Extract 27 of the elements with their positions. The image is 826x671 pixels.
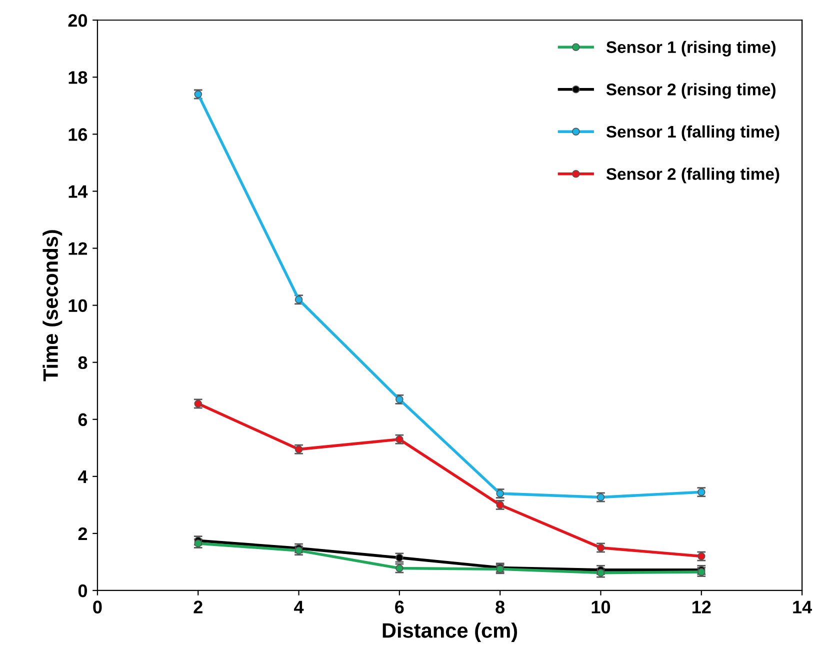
y-tick-label: 18 (68, 71, 88, 84)
y-tick-label: 8 (78, 356, 88, 370)
point (396, 554, 404, 562)
point (396, 564, 404, 572)
x-tick-label: 12 (692, 600, 711, 614)
x-axis-title: Distance (cm) (382, 622, 518, 642)
x-tick-label: 2 (194, 600, 202, 614)
legend-label: Sensor 2 (rising time) (606, 83, 776, 99)
y-tick-label: 12 (68, 242, 88, 255)
legend-label: Sensor 2 (falling time) (606, 168, 780, 184)
y-tick-label: 4 (78, 470, 88, 483)
y-tick-label: 16 (68, 128, 88, 141)
x-tick-label: 0 (93, 600, 102, 614)
x-tick-label: 8 (496, 600, 505, 614)
y-tick-label: 14 (68, 185, 88, 198)
y-tick-label: 10 (68, 299, 88, 312)
legend-label: Sensor 1 (falling time) (606, 125, 780, 141)
y-tick-label: 0 (78, 584, 88, 598)
y-tick-label: 20 (68, 14, 88, 27)
x-tick-label: 14 (793, 600, 812, 614)
y-axis-title: Time (seconds) (42, 230, 62, 382)
y-tick-label: 6 (78, 413, 88, 426)
legend-label: Sensor 1 (rising time) (606, 40, 776, 56)
x-tick-label: 6 (395, 600, 404, 614)
x-tick-label: 10 (592, 600, 610, 614)
x-tick-label: 4 (294, 600, 304, 614)
y-tick-label: 2 (78, 527, 88, 540)
